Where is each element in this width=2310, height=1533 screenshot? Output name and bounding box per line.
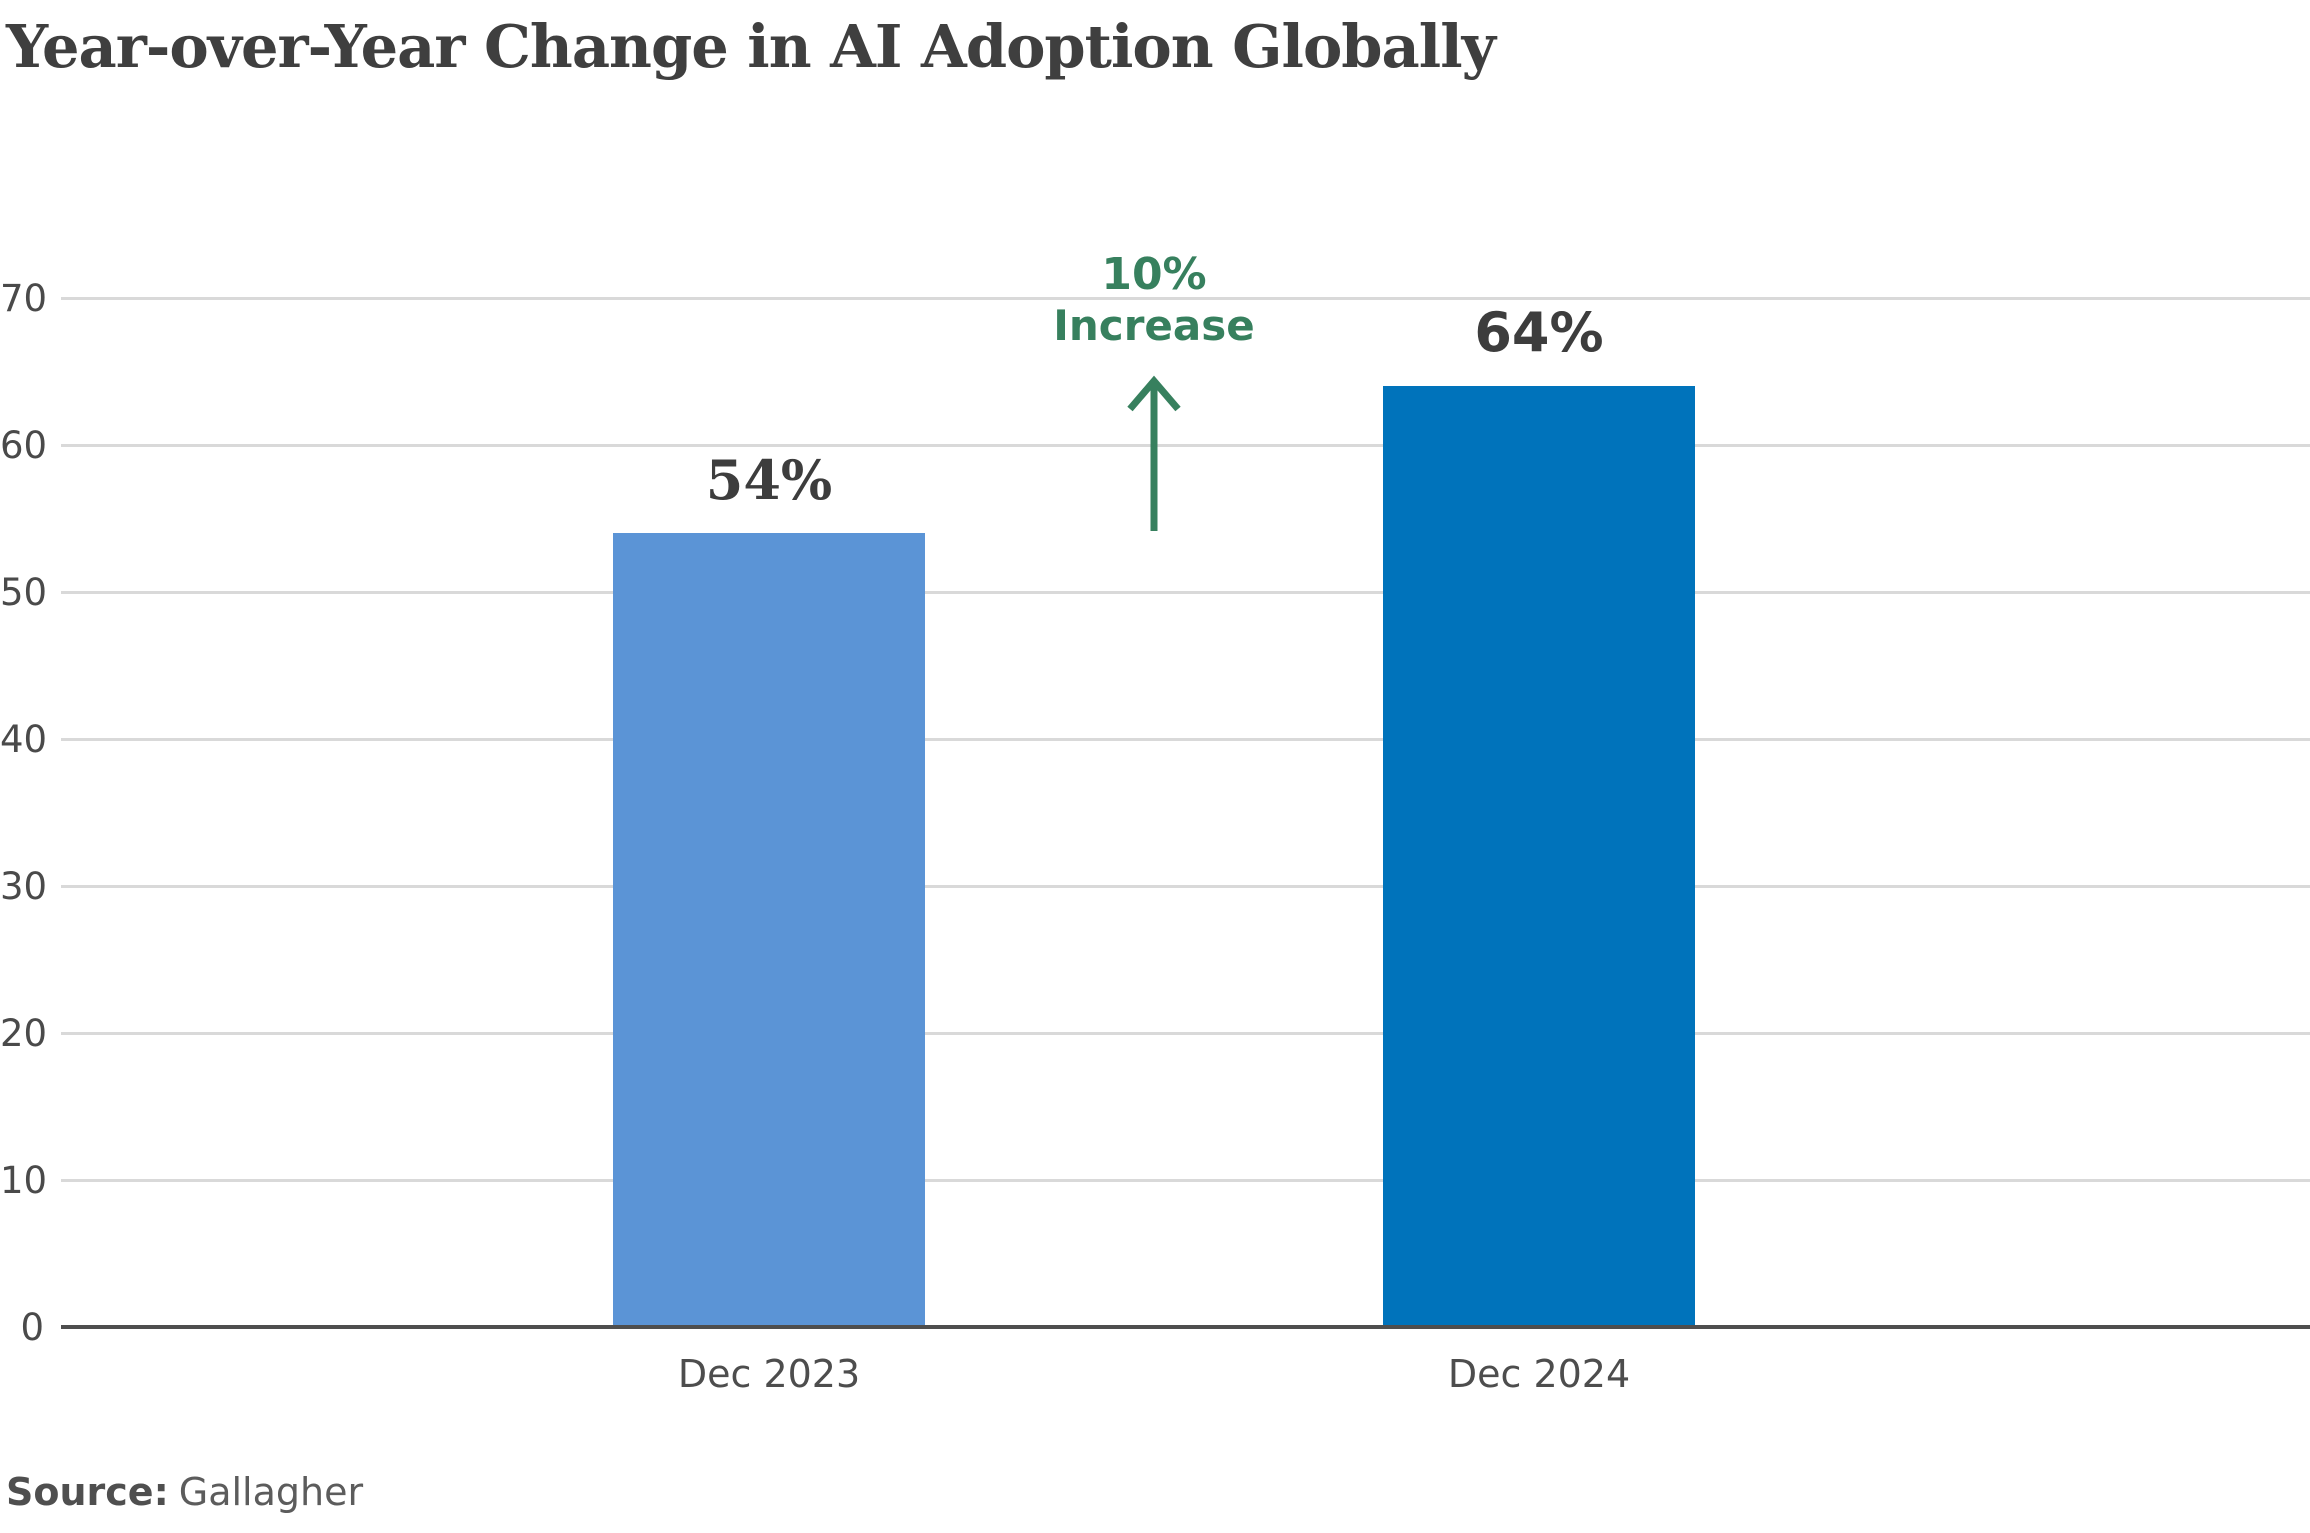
gridline — [61, 591, 2310, 594]
y-tick-label: 60 — [0, 424, 48, 467]
x-axis-line — [61, 1325, 2310, 1329]
y-tick-label: 20 — [0, 1012, 48, 1055]
bar-dec-2024 — [1383, 386, 1695, 1327]
y-tick-label: 70 — [0, 277, 48, 320]
source-line: Source: Gallagher — [6, 1470, 363, 1516]
y-tick-label: 10 — [0, 1159, 48, 1202]
bar-dec-2023 — [613, 533, 925, 1327]
y-tick-label: 50 — [0, 571, 48, 614]
gridline — [61, 885, 2310, 888]
source-label: Source: — [6, 1470, 169, 1514]
gridline — [61, 1032, 2310, 1035]
x-category-label: Dec 2024 — [1447, 1352, 1631, 1396]
bar-value-label: 54% — [705, 448, 833, 513]
x-category-label: Dec 2023 — [677, 1352, 861, 1396]
y-tick-label: 0 — [20, 1306, 44, 1349]
gridline — [61, 1179, 2310, 1182]
source-name: Gallagher — [178, 1470, 364, 1514]
y-tick-label: 30 — [0, 865, 48, 908]
chart-title: Year-over-Year Change in AI Adoption Glo… — [6, 12, 1496, 81]
gridline — [61, 738, 2310, 741]
annotation-word: Increase — [1053, 301, 1255, 350]
increase-annotation: 10% Increase — [954, 248, 1354, 539]
up-arrow-icon — [954, 351, 1354, 539]
gridline — [61, 297, 2310, 300]
gridline — [61, 444, 2310, 447]
bar-value-label: 64% — [1474, 301, 1604, 365]
y-tick-label: 40 — [0, 718, 48, 761]
annotation-percent: 10% — [1101, 249, 1207, 300]
